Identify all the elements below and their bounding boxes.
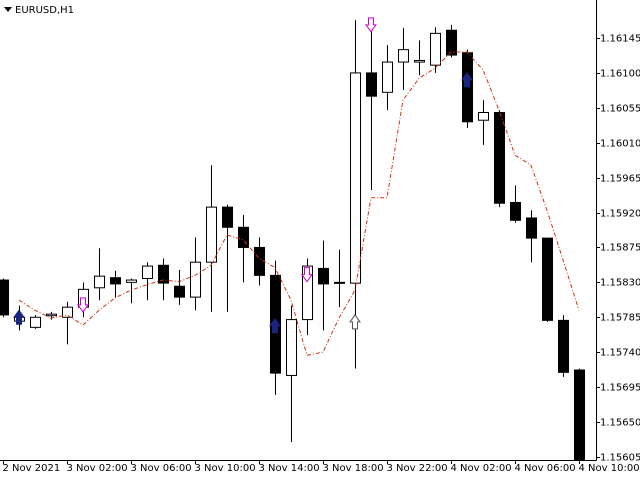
candle-body [350, 72, 361, 284]
x-tick-label: 3 Nov 10:00 [195, 463, 256, 474]
x-tick-label: 3 Nov 02:00 [67, 463, 128, 474]
candle-body [510, 201, 521, 221]
x-tick-label: 3 Nov 18:00 [323, 463, 384, 474]
candle-body [142, 265, 153, 279]
y-tick-label: 1.16055 [600, 104, 640, 115]
candle-body [446, 29, 457, 56]
candle-body [286, 319, 297, 376]
x-tick-label: 3 Nov 14:00 [259, 463, 320, 474]
candle-body [526, 217, 537, 239]
signal-arrow [365, 17, 377, 33]
candle-body [414, 60, 425, 63]
candle-body [110, 277, 121, 285]
candle-body [46, 313, 57, 317]
signal-arrow [461, 72, 473, 88]
candle-body [382, 61, 393, 93]
y-tick-label: 1.16100 [600, 69, 640, 80]
candle-body [30, 316, 41, 328]
x-tick-label: 3 Nov 06:00 [131, 463, 192, 474]
menu-triangle[interactable] [4, 7, 12, 12]
y-tick-label: 1.15785 [600, 313, 640, 324]
candle-body [494, 111, 505, 204]
candle-body [94, 275, 105, 289]
chart-title: EURUSD,H1 [15, 5, 74, 16]
y-tick-label: 1.15965 [600, 174, 640, 185]
x-tick-label: 4 Nov 10:00 [579, 463, 640, 474]
candle-body [574, 369, 585, 461]
candle-body [238, 226, 249, 248]
y-tick-label: 1.15695 [600, 383, 640, 394]
y-tick-label: 1.15830 [600, 278, 640, 289]
y-tick-label: 1.15605 [600, 453, 640, 464]
candle-body [478, 111, 489, 121]
signal-arrow [13, 309, 25, 325]
y-tick-label: 1.15650 [600, 418, 640, 429]
candle-body [542, 237, 553, 321]
candle-body [334, 281, 345, 284]
y-tick-label: 1.15740 [600, 348, 640, 359]
y-tick-label: 1.15875 [600, 243, 640, 254]
candle-body [126, 279, 137, 283]
y-tick-label: 1.16010 [600, 139, 640, 150]
x-tick-label: 2 Nov 2021 [3, 463, 61, 474]
candle-body [398, 49, 409, 63]
candle-body [558, 319, 569, 373]
candle-body [366, 72, 377, 97]
moving-average [18, 51, 580, 356]
x-tick-label: 3 Nov 22:00 [387, 463, 448, 474]
signal-arrow [77, 297, 89, 313]
signal-arrow [269, 317, 281, 334]
candle-body [222, 206, 233, 228]
candle-body [302, 265, 313, 321]
y-tick-label: 1.15920 [600, 209, 640, 220]
candle-body [318, 267, 329, 285]
signal-arrow [301, 267, 313, 283]
candle-body [0, 279, 9, 316]
candle-body [174, 285, 185, 298]
candle-body [190, 261, 201, 298]
candle-body [206, 206, 217, 263]
candle-body [62, 306, 73, 318]
y-tick-label: 1.16145 [600, 34, 640, 45]
candle-body [254, 246, 265, 276]
candle-body [430, 32, 441, 66]
candle-body [158, 264, 169, 284]
x-tick-label: 4 Nov 02:00 [451, 463, 512, 474]
x-tick-label: 4 Nov 06:00 [515, 463, 576, 474]
signal-arrow [349, 314, 361, 330]
